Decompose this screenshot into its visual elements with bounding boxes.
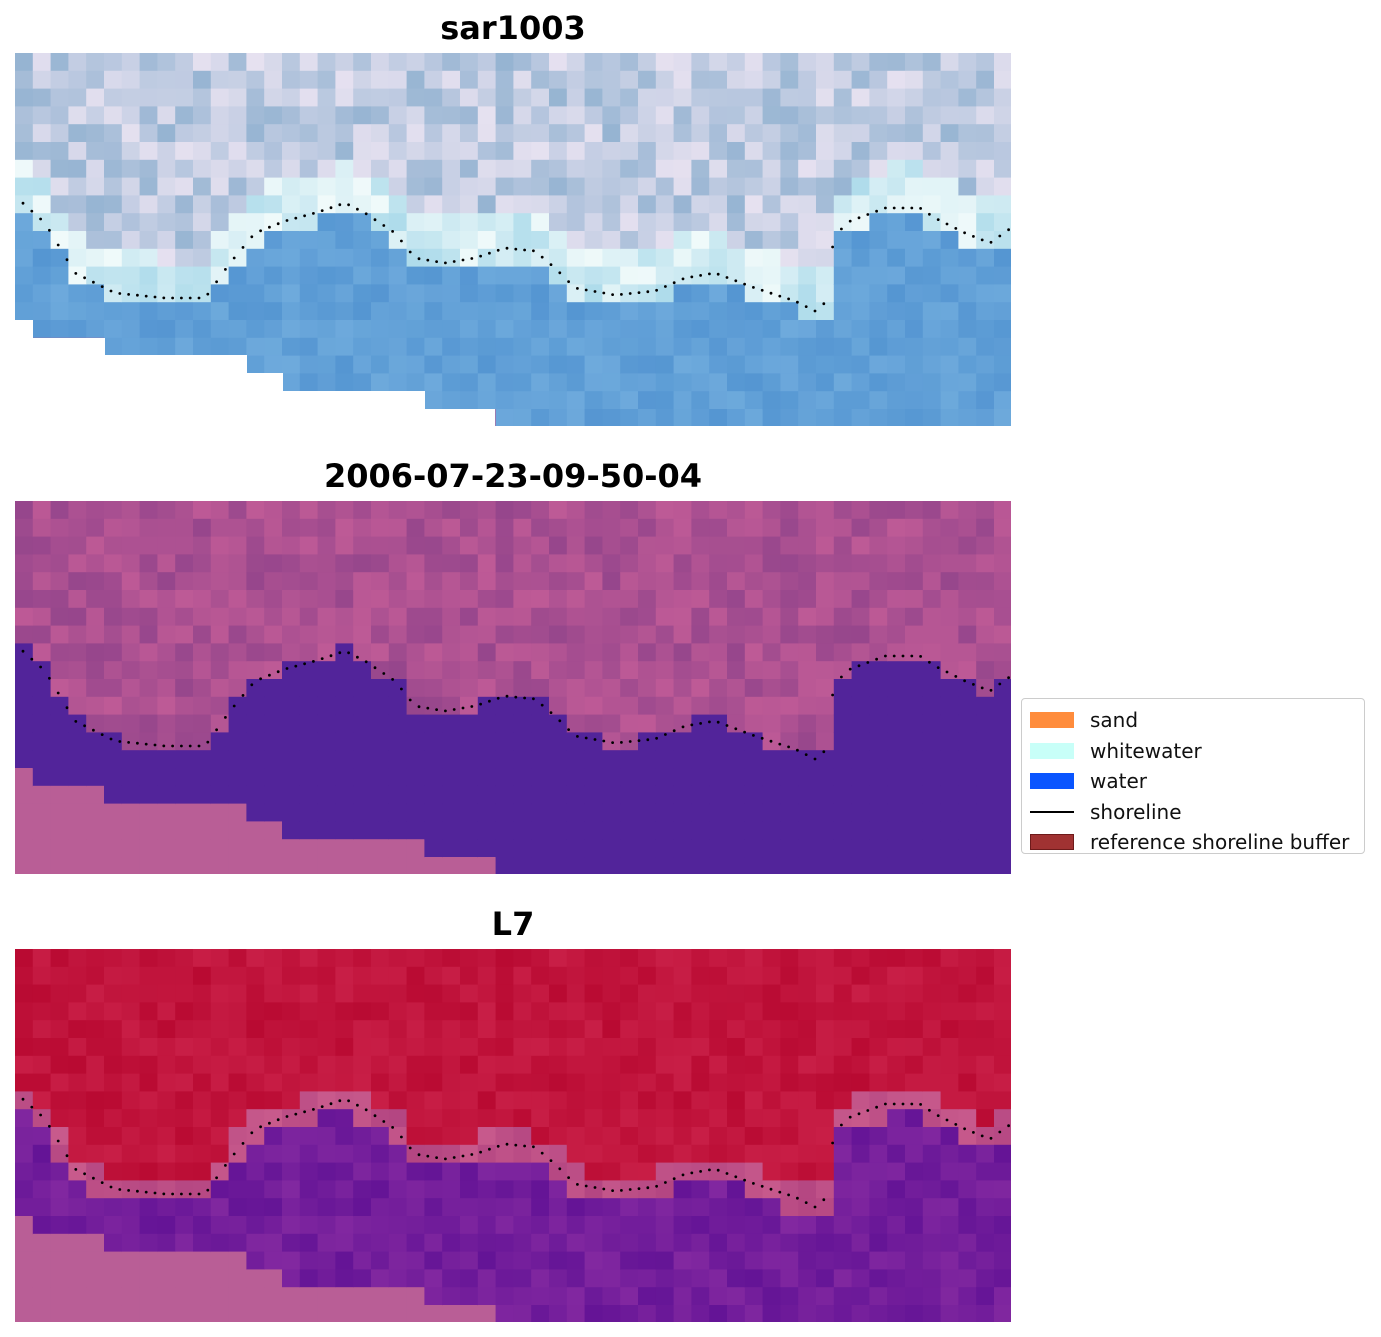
legend-item-whitewater: whitewater — [1030, 736, 1356, 767]
panel-title-ndwi: L7 — [15, 906, 1011, 942]
legend-item-reference-buffer: reference shoreline buffer — [1030, 827, 1356, 858]
legend-item-sand: sand — [1030, 705, 1356, 736]
shoreline-line-swatch — [1030, 811, 1074, 813]
legend-item-water: water — [1030, 766, 1356, 797]
sand-swatch — [1030, 712, 1074, 728]
ndwi-image — [15, 949, 1011, 1322]
whitewater-swatch — [1030, 743, 1074, 759]
panel-title-rgb: sar1003 — [15, 10, 1011, 46]
legend-label: reference shoreline buffer — [1090, 830, 1349, 854]
legend-label: shoreline — [1090, 800, 1182, 824]
classification-image — [15, 501, 1011, 874]
panel-title-classification: 2006-07-23-09-50-04 — [15, 458, 1011, 494]
legend-item-shoreline: shoreline — [1030, 797, 1356, 828]
water-swatch — [1030, 773, 1074, 789]
legend-label: whitewater — [1090, 739, 1202, 763]
legend: sand whitewater water shoreline referenc… — [1021, 698, 1365, 854]
legend-label: sand — [1090, 708, 1138, 732]
reference-buffer-swatch — [1030, 834, 1074, 850]
satellite-rgb-image — [15, 53, 1011, 426]
legend-label: water — [1090, 769, 1147, 793]
